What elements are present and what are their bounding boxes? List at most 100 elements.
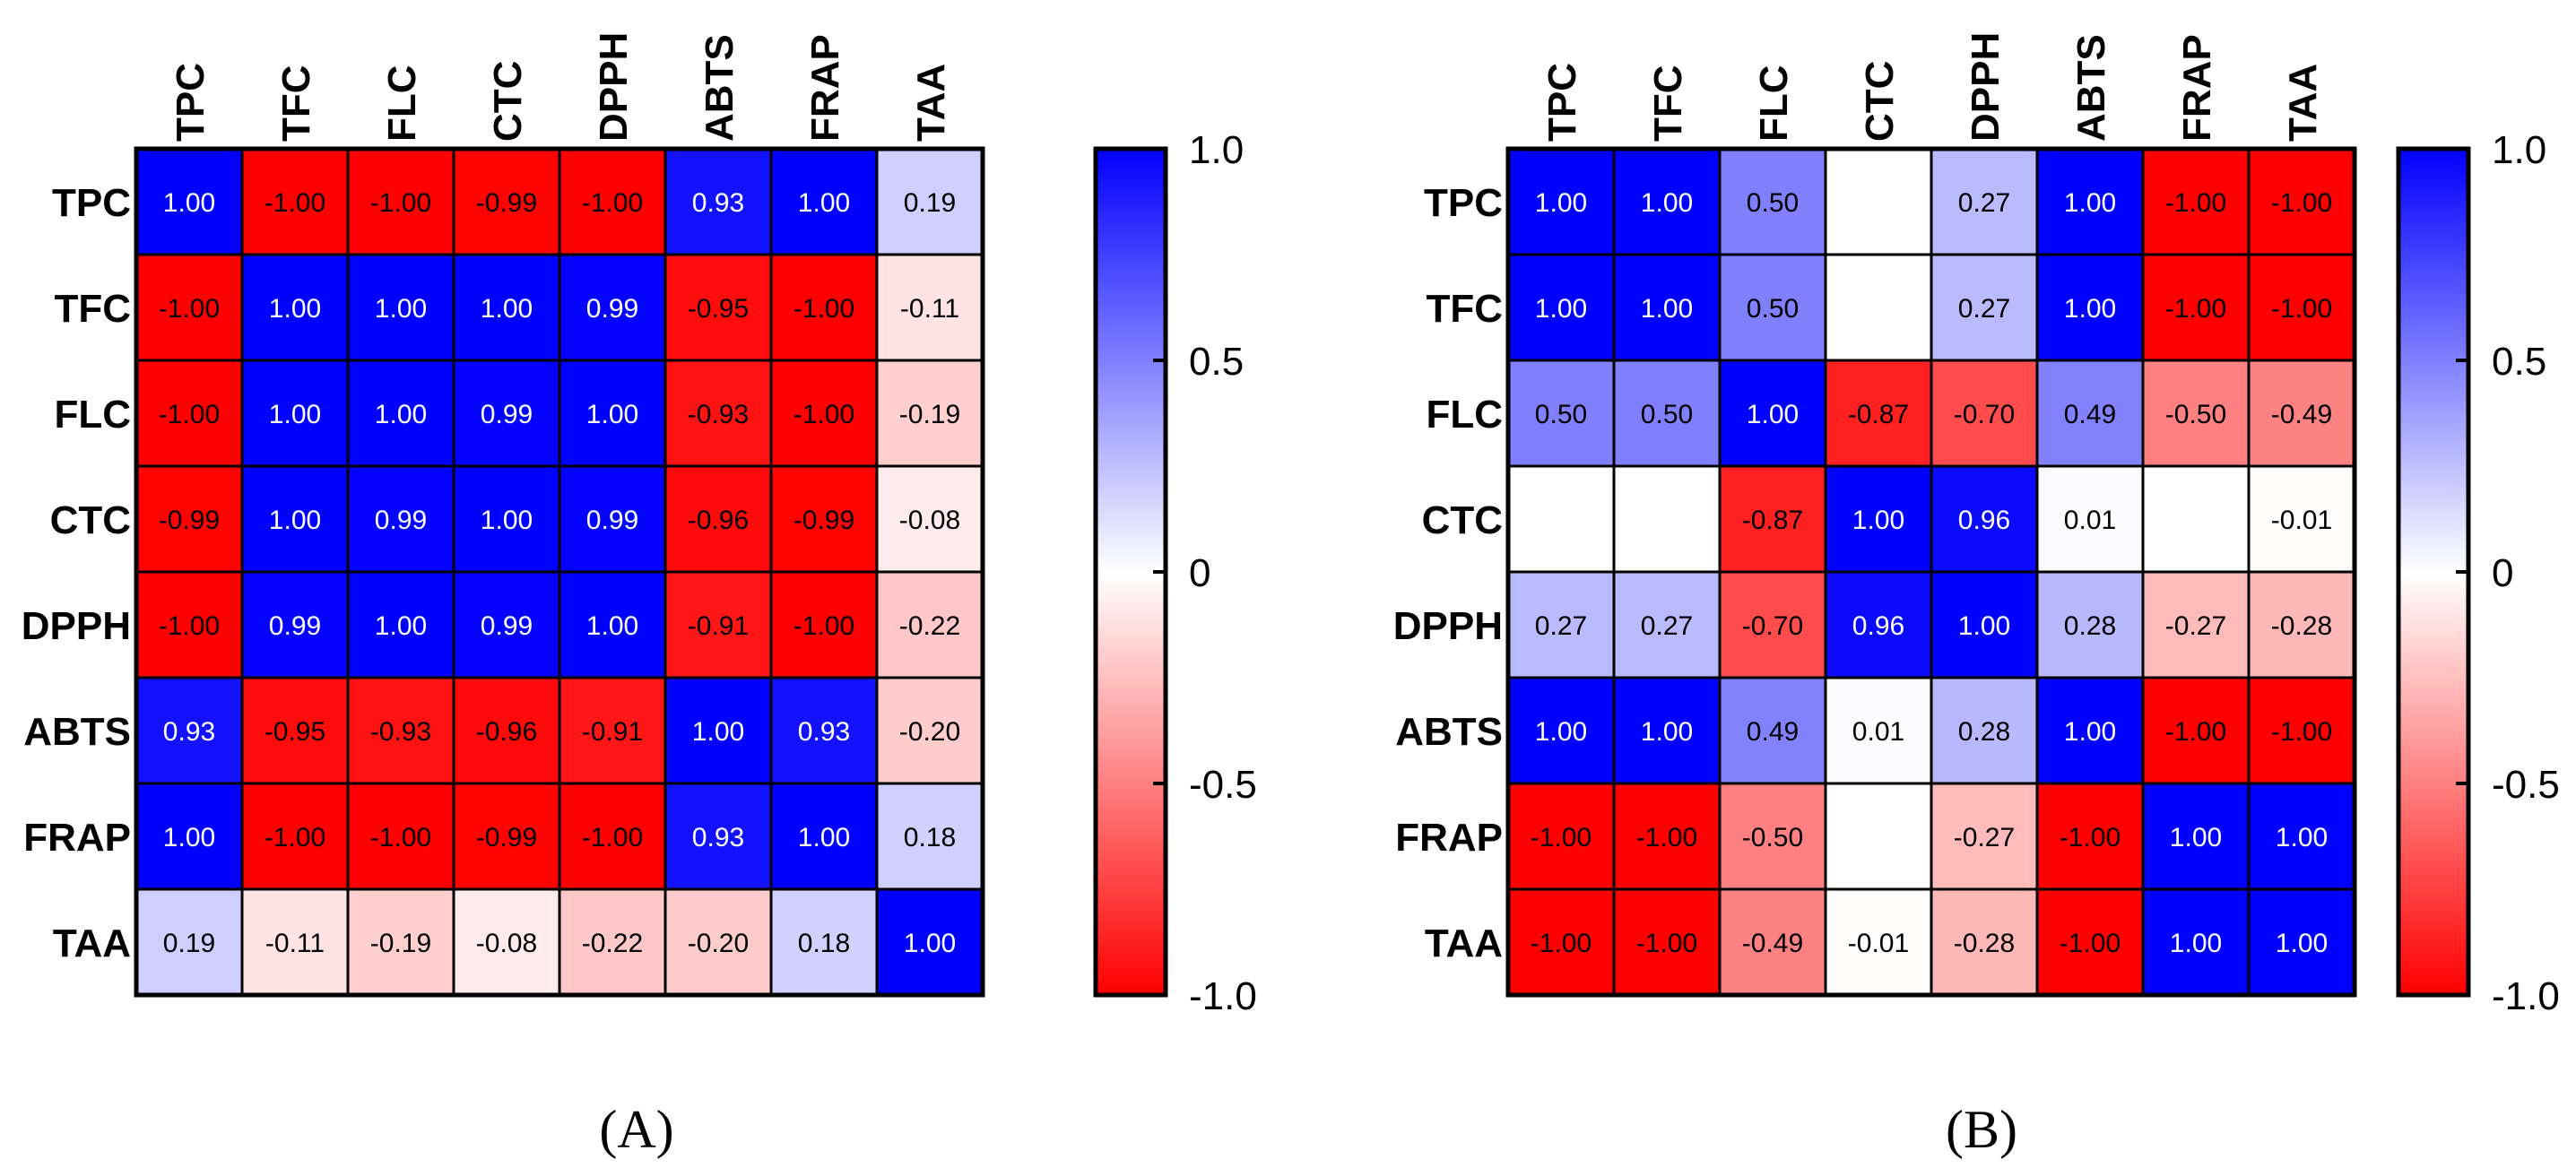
heatmap-cell-value: 0.99 [375,506,427,535]
heatmap-cell-value: -1.00 [582,188,643,218]
heatmap-cell [875,782,984,891]
heatmap-cell-value: 0.27 [1535,611,1587,641]
heatmap-cell [346,359,455,468]
row-label: CTC [50,498,131,542]
heatmap-cell [240,676,350,785]
colorbar-tick-label: 0 [2492,551,2513,595]
heatmap-cell [1718,887,1827,997]
heatmap-cell-value: -1.00 [2060,929,2121,958]
heatmap-cell-value: 1.00 [269,506,321,535]
heatmap-cell [1824,253,1933,362]
column-label: TFC [1646,65,1690,142]
row-label: TAA [53,921,131,965]
heatmap-cell [558,676,667,785]
heatmap-cell-value: -0.95 [688,294,749,324]
heatmap-cell [558,464,667,574]
heatmap-cell [2035,887,2145,997]
column-label: TAA [2281,64,2325,142]
heatmap-cell [1930,570,2039,679]
heatmap-cell-value: -0.96 [688,506,749,535]
heatmap-cell [558,782,667,891]
heatmap-cell-value: 0.19 [163,929,215,958]
heatmap-cell [1718,570,1827,679]
heatmap-cell-value: -1.00 [1636,929,1697,958]
heatmap-cell [1824,570,1933,679]
row-label: FRAP [1395,816,1503,860]
heatmap-cell-value: -1.00 [2271,188,2332,218]
heatmap-cell-value: -0.99 [476,188,537,218]
row-label: ABTS [1395,710,1503,754]
heatmap-cell-value: -0.49 [2271,400,2332,429]
heatmap-cell-value: 0.27 [1641,611,1693,641]
heatmap-cell-value: -0.50 [2165,400,2226,429]
row-label: DPPH [22,604,131,648]
heatmap-cell-value: -1.00 [2271,717,2332,747]
column-label: FRAP [2175,34,2219,142]
heatmap-cell-value: -0.08 [899,506,960,535]
heatmap-cell-value: -0.28 [1954,929,2015,958]
heatmap-border [134,146,985,998]
heatmap-cell-value: -0.99 [476,823,537,852]
heatmap-cell [875,253,984,362]
heatmap-cell-value: -0.87 [1848,400,1909,429]
heatmap-cell [769,464,879,574]
heatmap-cell-value: -0.22 [582,929,643,958]
column-label: TAA [909,64,953,142]
heatmap-cell-value: -0.19 [899,400,960,429]
heatmap-cell-value: 1.00 [1535,717,1587,747]
column-label: DPPH [592,32,636,142]
colorbar-tick-label: -1.0 [2492,974,2560,1018]
heatmap-cell [240,253,350,362]
heatmap-cell-value: -0.70 [1954,400,2015,429]
heatmap-cell-value: 1.00 [2170,929,2222,958]
colorbar-tick-label: 0.5 [1189,340,1244,384]
heatmap-cell-value: -0.95 [265,717,325,747]
heatmap-cell-value: 1.00 [2064,717,2116,747]
heatmap-cell-value: -0.91 [582,717,643,747]
heatmap-cell-value: 1.00 [2276,823,2328,852]
column-label: ABTS [2069,34,2113,142]
column-label: CTC [1858,61,1902,142]
heatmap-cell-value: 0.50 [1641,400,1693,429]
heatmap-cell [240,147,350,256]
panel-label: (A) [599,1100,673,1159]
heatmap-cell-value: 0.28 [1958,717,2010,747]
heatmap-cell-value: 0.99 [586,506,638,535]
heatmap-cell [2035,359,2145,468]
heatmap-cell-value: 0.01 [1852,717,1904,747]
heatmap-cell-value: -1.00 [794,294,854,324]
heatmap-cell [2035,253,2145,362]
column-label: TFC [274,65,318,142]
heatmap-cell-value: -0.99 [159,506,220,535]
heatmap-cell [2035,676,2145,785]
heatmap-cell-value: -0.28 [2271,611,2332,641]
heatmap-cell-value: 1.00 [798,188,850,218]
heatmap-cell [1612,464,1722,574]
heatmap-cell-value: 0.50 [1747,294,1799,324]
colorbar-tick-label: 0 [1189,551,1210,595]
heatmap-cell-value: -0.01 [1848,929,1909,958]
heatmap-cell-value: -1.00 [2165,294,2226,324]
heatmap-cell [1612,570,1722,679]
heatmap-cell-value: -0.50 [1742,823,1803,852]
heatmap-cell-value: -1.00 [2165,188,2226,218]
heatmap-cell-value: 0.27 [1958,188,2010,218]
heatmap-cell-value: 0.01 [2064,506,2116,535]
heatmap-cell-value: -0.20 [688,929,749,958]
heatmap-cell [346,464,455,574]
heatmap-cell-value: 1.00 [481,506,533,535]
heatmap-cell-value: 0.99 [269,611,321,641]
heatmap-cell [1824,676,1933,785]
heatmap-cell-value: -0.91 [688,611,749,641]
heatmap-cell-value: 0.99 [481,400,533,429]
heatmap-cell-value: 1.00 [2170,823,2222,852]
heatmap-cell [346,887,455,997]
heatmap-cell [452,464,561,574]
heatmap-cell [664,359,773,468]
heatmap-cell-value: -1.00 [582,823,643,852]
colorbar-tick-label: 0.5 [2492,340,2546,384]
heatmap-cell-value: -1.00 [2165,717,2226,747]
heatmap-cell [769,676,879,785]
column-label: ABTS [698,34,742,142]
heatmap-cell-value: -0.87 [1742,506,1803,535]
